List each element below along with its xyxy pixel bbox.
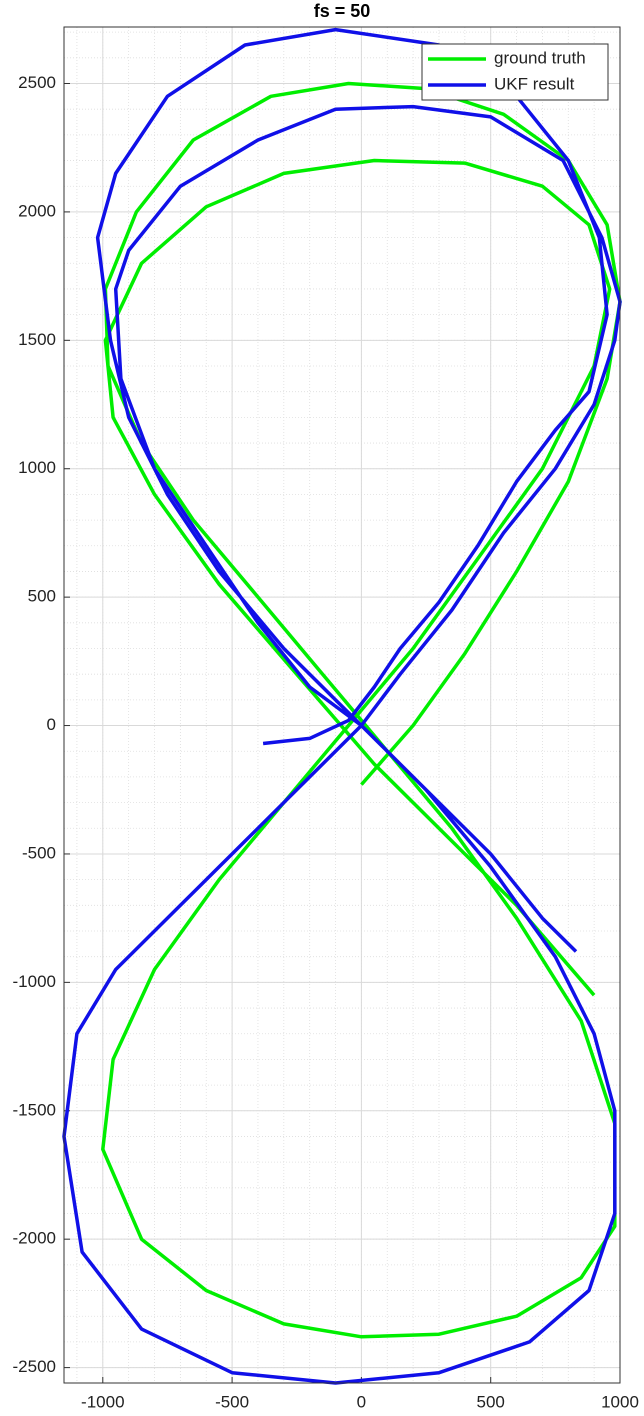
y-tick-label: 2500 — [18, 73, 56, 92]
y-tick-label: -500 — [22, 843, 56, 862]
y-tick-label: -2500 — [13, 1357, 56, 1376]
legend-label: UKF result — [494, 74, 575, 93]
chart-title: fs = 50 — [314, 1, 371, 21]
plot-frame — [63, 26, 621, 1384]
x-tick-label: 1000 — [601, 1392, 639, 1411]
y-tick-label: 1000 — [18, 458, 56, 477]
legend: ground truth UKF result — [421, 43, 609, 101]
x-tick-label: -1000 — [81, 1392, 124, 1411]
y-tick-label: -2000 — [13, 1229, 56, 1248]
y-tick-label: -1000 — [13, 972, 56, 991]
legend-box — [421, 43, 609, 101]
x-tick-label: 0 — [357, 1392, 366, 1411]
y-tick-label: 2000 — [18, 201, 56, 220]
y-tick-label: 500 — [28, 587, 56, 606]
x-tick-label: 500 — [477, 1392, 505, 1411]
y-tick-label: 1500 — [18, 330, 56, 349]
y-tick-label: -1500 — [13, 1100, 56, 1119]
series-line — [62, 27, 622, 1385]
legend-label: ground truth — [494, 48, 586, 67]
x-tick-label: -500 — [215, 1392, 249, 1411]
y-tick-label: 0 — [47, 715, 56, 734]
